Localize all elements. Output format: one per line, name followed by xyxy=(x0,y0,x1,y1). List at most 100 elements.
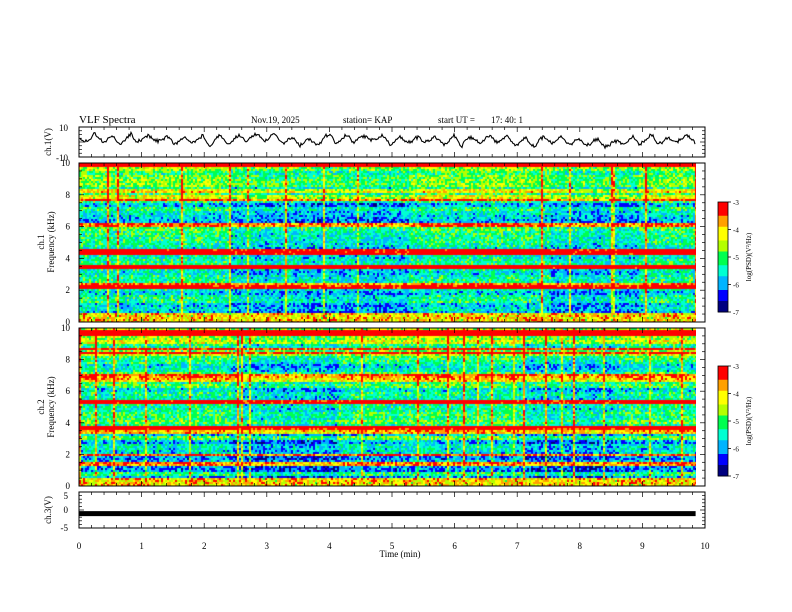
colorbar-segment xyxy=(718,298,728,302)
colorbar-segment xyxy=(718,396,728,400)
colorbar-segment xyxy=(718,251,728,255)
colorbar-segment xyxy=(718,443,728,447)
colorbar-tick-label: -5 xyxy=(733,418,739,426)
time-tick-label: 6 xyxy=(452,541,457,551)
ch1-frequency-tick-labels: 0 2 4 6 8 10 xyxy=(61,158,71,327)
ch2-frequency-tick-labels: 0 2 4 6 8 10 xyxy=(61,323,71,491)
ch3-ytick-5: 5 xyxy=(64,491,69,501)
ch1-waveform-panel: 10 -10 ch.1(V) xyxy=(43,123,706,163)
time-tick-label: 1 xyxy=(139,541,144,551)
date-label: Nov.19, 2025 xyxy=(251,115,300,125)
colorbar-segment xyxy=(718,301,728,305)
colorbar-segment xyxy=(718,265,728,269)
ch3-ytick-neg5: -5 xyxy=(61,523,69,533)
colorbar-segment xyxy=(718,385,728,389)
ch2-spectrogram-panel: 0 2 4 6 8 10 ch.2 Frequency (kHz) xyxy=(36,323,706,491)
colorbar-segment xyxy=(718,390,728,394)
ch1-ytick-10: 10 xyxy=(59,123,69,133)
time-tick-label: 3 xyxy=(265,541,270,551)
colorbar-segment xyxy=(718,213,728,217)
ch3-waveform-panel: 5 0 -5 ch.3(V) xyxy=(43,491,706,533)
colorbar-segment xyxy=(718,254,728,258)
colorbar-segment xyxy=(718,257,728,261)
time-tick-label: 10 xyxy=(701,541,711,551)
colorbar-segment xyxy=(718,399,728,403)
ch1-spectrogram-ticks xyxy=(78,162,706,323)
colorbar-segment xyxy=(718,371,728,375)
colorbar-tick-label: -4 xyxy=(733,391,739,399)
colorbar-segment xyxy=(718,423,728,427)
colorbar-segment xyxy=(718,467,728,471)
ch1-colorbar-tick-labels: -3 -4 -5 -6 -7 xyxy=(728,199,739,317)
colorbar-segment xyxy=(718,218,728,222)
colorbar-segment xyxy=(718,246,728,250)
frequency-tick-label: 6 xyxy=(66,386,71,396)
ch1-colorbar: -3 -4 -5 -6 -7 log(PSD)(V²/Hz) xyxy=(717,199,753,317)
colorbar-segment xyxy=(718,473,728,477)
colorbar-segment xyxy=(718,454,728,458)
colorbar-segment xyxy=(718,465,728,469)
ch3-ylabel: ch.3(V) xyxy=(43,496,53,524)
ch2-colorbar-tick-labels: -3 -4 -5 -6 -7 xyxy=(728,363,739,481)
figure-title: VLF Spectra xyxy=(79,114,136,126)
colorbar-segment xyxy=(718,295,728,299)
ch1-spectrogram-image xyxy=(79,163,696,322)
colorbar-segment xyxy=(718,379,728,383)
ch2-colorbar: -3 -4 -5 -6 -7 log(PSD)(V²/Hz) xyxy=(717,363,753,481)
time-tick-label: 0 xyxy=(77,541,82,551)
colorbar-segment xyxy=(718,306,728,310)
colorbar-segment xyxy=(718,232,728,236)
ch1-ylabel: ch.1(V) xyxy=(43,128,53,156)
colorbar-segment xyxy=(718,202,728,206)
colorbar-segment xyxy=(718,470,728,474)
colorbar-segment xyxy=(718,224,728,228)
frequency-tick-label: 2 xyxy=(66,285,71,295)
ch3-waveform-frame xyxy=(78,491,706,529)
time-tick-label: 4 xyxy=(327,541,332,551)
colorbar-segment xyxy=(718,462,728,466)
colorbar-segment xyxy=(718,276,728,280)
colorbar-segment xyxy=(718,226,728,230)
ch1-spectrogram-panel: 0 2 4 6 8 10 ch.1 Frequency (kHz) xyxy=(36,158,706,327)
ch1-frequency-axis-label: Frequency (kHz) xyxy=(46,211,56,272)
ch2-channel-label: ch.2 xyxy=(36,399,46,414)
colorbar-segment xyxy=(718,426,728,430)
colorbar-tick-label: -3 xyxy=(733,199,739,207)
colorbar-segment xyxy=(718,404,728,408)
frequency-tick-label: 10 xyxy=(61,323,71,333)
colorbar-segment xyxy=(718,215,728,219)
colorbar-segment xyxy=(718,432,728,436)
colorbar-segment xyxy=(718,240,728,244)
colorbar-segment xyxy=(718,456,728,460)
station-label: station= KAP xyxy=(343,115,392,125)
colorbar-segment xyxy=(718,268,728,272)
ch2-spectrogram-image xyxy=(79,328,696,486)
time-tick-label: 9 xyxy=(640,541,645,551)
frequency-tick-label: 8 xyxy=(66,355,71,365)
ch3-waveform-ticks xyxy=(78,491,706,529)
frequency-tick-label: 4 xyxy=(66,253,71,263)
ch1-colorbar-gradient xyxy=(718,202,728,313)
colorbar-segment xyxy=(718,421,728,425)
colorbar-segment xyxy=(718,393,728,397)
colorbar-segment xyxy=(718,273,728,277)
colorbar-segment xyxy=(718,407,728,411)
colorbar-segment xyxy=(718,262,728,266)
colorbar-tick-label: -4 xyxy=(733,227,739,235)
ch2-frequency-axis-label: Frequency (kHz) xyxy=(46,376,56,437)
start-time-value: 17: 40: 1 xyxy=(491,115,523,125)
colorbar-segment xyxy=(718,309,728,313)
start-ut-label: start UT = xyxy=(438,115,475,125)
time-axis-label: Time (min) xyxy=(380,549,421,559)
frequency-tick-label: 8 xyxy=(66,190,71,200)
frequency-tick-label: 6 xyxy=(66,222,71,232)
time-axis-tick-labels: 0 1 2 3 4 5 6 7 8 9 10 xyxy=(77,541,710,551)
colorbar-segment xyxy=(718,243,728,247)
colorbar-segment xyxy=(718,204,728,208)
colorbar-segment xyxy=(718,448,728,452)
ch1-channel-label: ch.1 xyxy=(36,234,46,249)
ch1-colorbar-label: log(PSD)(V²/Hz) xyxy=(745,232,753,281)
colorbar-segment xyxy=(718,287,728,291)
colorbar-segment xyxy=(718,459,728,463)
